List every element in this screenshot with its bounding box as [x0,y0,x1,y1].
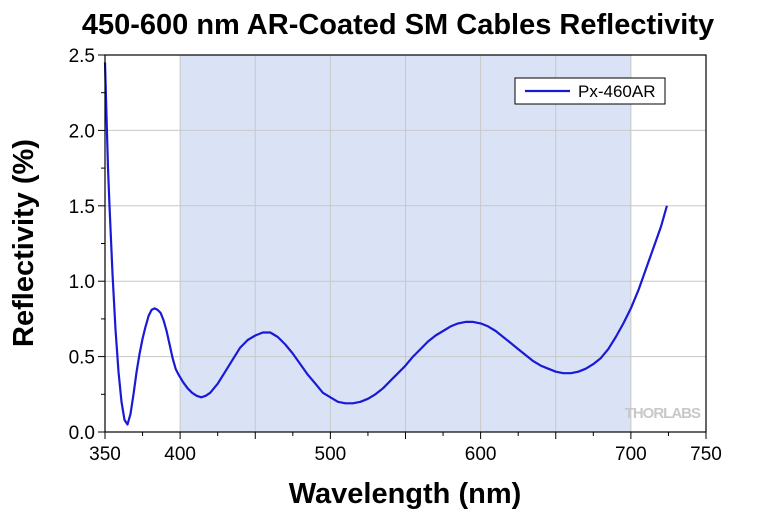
x-tick-labels: 350 400 500 600 700 750 [89,444,722,465]
chart-title: 450-600 nm AR-Coated SM Cables Reflectiv… [82,9,714,41]
x-tick-label: 500 [315,444,347,465]
grid [105,55,706,432]
x-axis-label: Wavelength (nm) [289,478,522,510]
series-line-px-460ar [103,62,668,426]
legend: Px-460AR [514,77,666,105]
axis-ticks [98,54,707,439]
y-tick-label: 2.5 [69,46,95,67]
x-tick-label: 400 [164,444,196,465]
x-tick-label: 600 [465,444,497,465]
plot-frame [104,54,707,433]
y-tick-labels: 0.0 0.5 1.0 1.5 2.0 2.5 [69,46,95,444]
y-tick-label: 0.5 [69,348,95,369]
x-tick-label: 750 [690,444,722,465]
y-tick-label: 2.0 [69,121,95,142]
y-tick-label: 1.0 [69,272,95,293]
y-tick-label: 0.0 [69,423,95,444]
x-tick-label: 350 [89,444,121,465]
legend-label: Px-460AR [578,82,655,101]
thorlabs-logo: THORLABS [625,405,701,422]
y-axis-label: Reflectivity (%) [8,139,40,347]
y-tick-label: 1.5 [69,197,95,218]
x-tick-label: 700 [615,444,647,465]
